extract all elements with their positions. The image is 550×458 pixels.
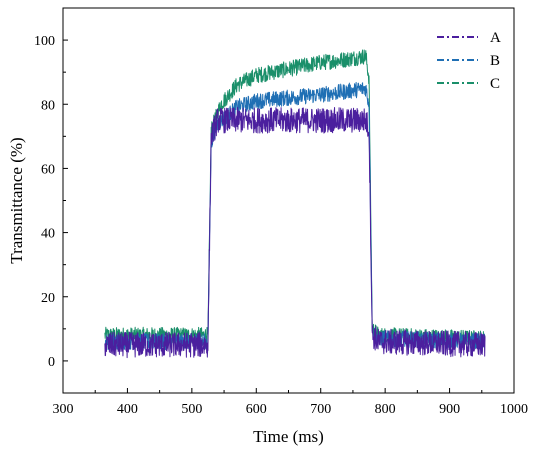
series-line-c — [104, 49, 486, 347]
y-tick-label: 40 — [41, 227, 55, 242]
x-tick-label: 400 — [117, 402, 138, 417]
series-line-a — [104, 106, 486, 359]
x-tick-label: 800 — [375, 402, 396, 417]
x-tick-label: 900 — [439, 402, 460, 417]
y-tick-label: 0 — [48, 355, 55, 370]
legend: ABC — [437, 30, 501, 92]
y-axis-ticks: 0 20 40 60 80 100 — [34, 7, 68, 394]
x-axis-ticks: 300 400 500 600 700 800 900 1000 — [53, 388, 528, 417]
legend-label-a: A — [490, 30, 501, 46]
x-tick-label: 700 — [310, 402, 331, 417]
y-tick-label: 60 — [41, 162, 55, 177]
x-tick-label: 300 — [53, 402, 74, 417]
y-tick-label: 100 — [34, 34, 55, 49]
series-layer — [104, 49, 486, 359]
x-tick-label: 500 — [181, 402, 202, 417]
y-axis-title: Transmittance (%) — [7, 137, 26, 263]
y-tick-label: 20 — [41, 291, 55, 306]
x-tick-label: 600 — [246, 402, 267, 417]
legend-label-c: C — [490, 76, 500, 92]
x-tick-label: 1000 — [500, 402, 528, 417]
y-tick-label: 80 — [41, 98, 55, 113]
x-axis-title: Time (ms) — [253, 427, 324, 446]
legend-label-b: B — [490, 53, 500, 69]
